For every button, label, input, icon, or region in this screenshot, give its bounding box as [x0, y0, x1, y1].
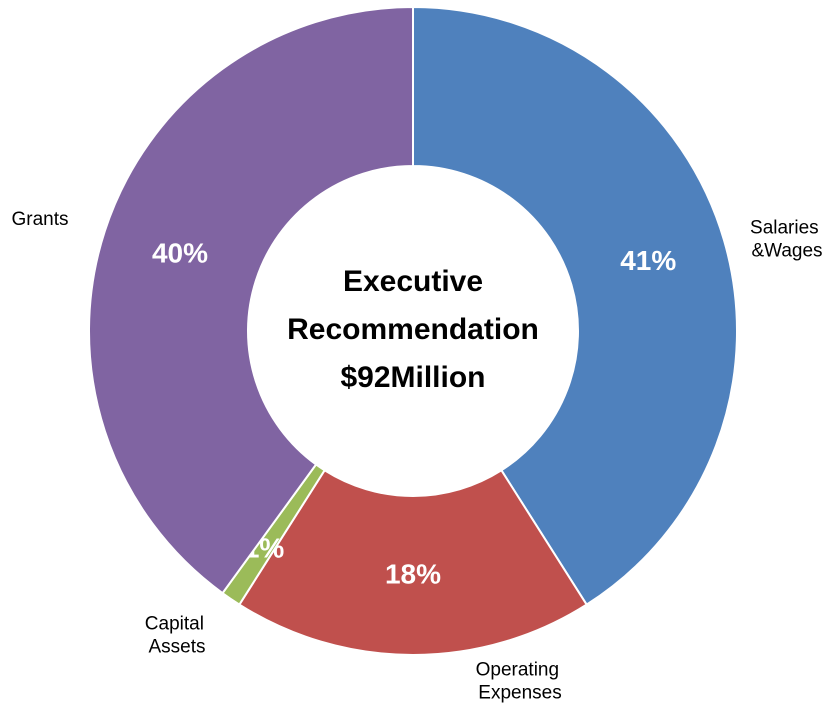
- category-label-line: Expenses: [478, 682, 561, 703]
- data-label: 41%: [620, 245, 676, 276]
- donut-segment: [88, 5, 414, 595]
- donut-segment: [412, 5, 738, 606]
- category-label: Capital Assets: [145, 614, 209, 658]
- data-label: 40%: [152, 238, 208, 269]
- category-label: Grants: [11, 209, 68, 230]
- category-label-line: Operating: [476, 660, 565, 681]
- center-label: $92Million: [340, 361, 485, 394]
- center-label: Executive: [343, 265, 483, 298]
- category-label-line: &Wages: [751, 240, 822, 261]
- data-label: 18%: [385, 558, 441, 589]
- donut-segment: [238, 468, 588, 656]
- category-label-line: Grants: [11, 209, 68, 230]
- category-label-line: Assets: [148, 636, 205, 657]
- category-label: Operating Expenses: [476, 660, 565, 704]
- center-label: Recommendation: [287, 313, 539, 346]
- category-label-line: Capital: [145, 614, 209, 635]
- category-label: Salaries &Wages: [750, 218, 824, 262]
- category-label-line: Salaries: [750, 218, 824, 239]
